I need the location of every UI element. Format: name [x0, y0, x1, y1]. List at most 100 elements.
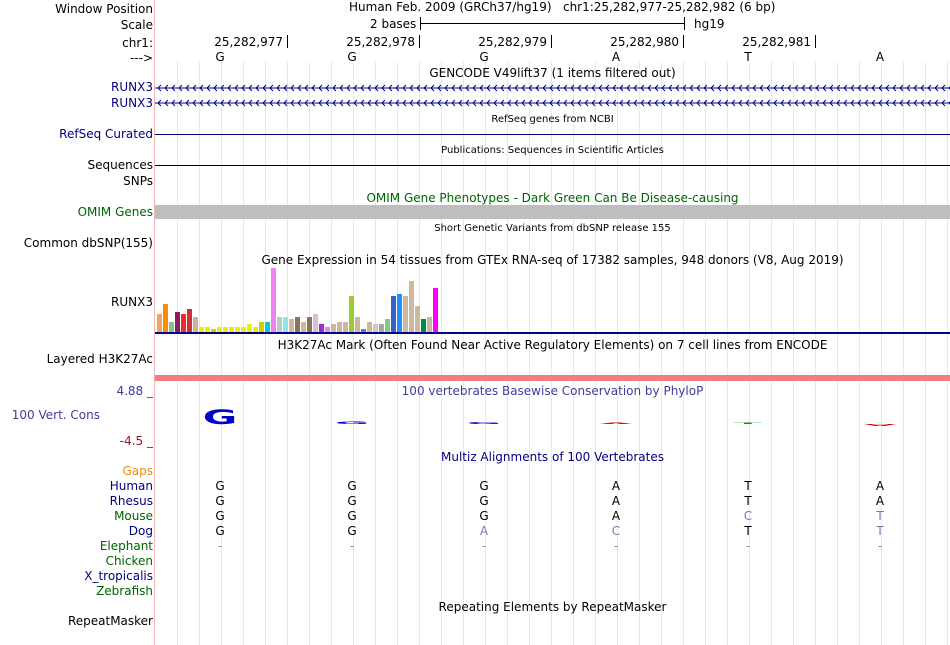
h3k27ac-track-title[interactable]: H3K27Ac Mark (Often Found Near Active Re… — [277, 338, 828, 352]
gtex-tissue-bar[interactable] — [391, 296, 396, 332]
species-label-mouse[interactable]: Mouse — [114, 509, 153, 523]
species-label-rhesus[interactable]: Rhesus — [109, 494, 153, 508]
gtex-tissue-bar[interactable] — [415, 306, 420, 332]
gencode-item-label-2[interactable]: RUNX3 — [111, 96, 153, 110]
gencode-track-title[interactable]: GENCODE V49lift37 (1 items filtered out) — [429, 66, 676, 80]
gtex-tissue-bar[interactable] — [361, 329, 366, 332]
gtex-tissue-bar[interactable] — [349, 296, 354, 332]
species-label-x_tropicalis[interactable]: X_tropicalis — [84, 569, 153, 583]
gtex-expression-chart[interactable] — [155, 268, 950, 334]
gtex-tissue-bar[interactable] — [247, 324, 252, 332]
gencode-item-label-1[interactable]: RUNX3 — [111, 80, 153, 94]
refseq-gene-line[interactable] — [155, 134, 950, 135]
alignment-base: - — [349, 539, 355, 553]
strand-chevron — [486, 99, 491, 107]
gtex-tissue-bar[interactable] — [181, 314, 186, 332]
strand-chevron — [500, 99, 505, 107]
position-text[interactable]: chr1:25,282,977-25,282,982 (6 bp) — [562, 0, 776, 14]
strand-chevron — [661, 84, 666, 92]
multiz-track-title[interactable]: Multiz Alignments of 100 Vertebrates — [440, 450, 665, 464]
gtex-tissue-bar[interactable] — [337, 322, 342, 332]
gtex-tissue-bar[interactable] — [277, 317, 282, 332]
gtex-tissue-bar[interactable] — [223, 327, 228, 332]
strand-chevron — [521, 99, 526, 107]
gtex-tissue-bar[interactable] — [367, 322, 372, 332]
gtex-tissue-bar[interactable] — [241, 327, 246, 332]
alignment-base: A — [875, 494, 885, 508]
phylop-label[interactable]: 100 Vert. Cons — [11, 408, 100, 422]
gtex-tissue-bar[interactable] — [373, 324, 378, 332]
gtex-tissue-bar[interactable] — [421, 319, 426, 332]
h3k27ac-signal[interactable] — [155, 375, 950, 381]
gtex-track-title[interactable]: Gene Expression in 54 tissues from GTEx … — [261, 253, 844, 267]
omim-label[interactable]: OMIM Genes — [77, 205, 153, 219]
dbsnp-track-title[interactable]: Short Genetic Variants from dbSNP releas… — [434, 223, 671, 234]
gtex-tissue-bar[interactable] — [271, 268, 276, 332]
gtex-tissue-bar[interactable] — [235, 327, 240, 332]
repeatmasker-label[interactable]: RepeatMasker — [67, 614, 153, 628]
gtex-tissue-bar[interactable] — [301, 322, 306, 332]
gtex-tissue-bar[interactable] — [211, 329, 216, 332]
publications-track-title[interactable]: Publications: Sequences in Scientific Ar… — [441, 145, 664, 156]
gtex-tissue-bar[interactable] — [265, 322, 270, 332]
gtex-tissue-bar[interactable] — [157, 314, 162, 332]
gtex-tissue-bar[interactable] — [325, 327, 330, 332]
gtex-tissue-bar[interactable] — [307, 317, 312, 332]
phylop-track-title[interactable]: 100 vertebrates Basewise Conservation by… — [401, 384, 704, 398]
publications-line[interactable] — [155, 165, 950, 166]
gridline — [507, 62, 508, 645]
species-label-chicken[interactable]: Chicken — [105, 554, 153, 568]
omim-track-title[interactable]: OMIM Gene Phenotypes - Dark Green Can Be… — [366, 191, 739, 205]
gtex-tissue-bar[interactable] — [433, 288, 438, 332]
refseq-track-title[interactable]: RefSeq genes from NCBI — [491, 114, 614, 125]
strand-chevron — [906, 84, 911, 92]
gtex-tissue-bar[interactable] — [319, 324, 324, 332]
species-label-elephant[interactable]: Elephant — [99, 539, 153, 553]
gtex-tissue-bar[interactable] — [343, 322, 348, 332]
gtex-tissue-bar[interactable] — [283, 317, 288, 332]
gtex-tissue-bar[interactable] — [229, 327, 234, 332]
gtex-tissue-bar[interactable] — [313, 314, 318, 332]
ruler-coordinate: 25,282,980 — [610, 35, 679, 49]
gtex-tissue-bar[interactable] — [163, 304, 168, 332]
gtex-tissue-bar[interactable] — [289, 319, 294, 332]
refseq-label[interactable]: RefSeq Curated — [59, 127, 153, 141]
gencode-transcripts[interactable] — [155, 80, 950, 110]
gtex-tissue-bar[interactable] — [397, 294, 402, 332]
gtex-tissue-bar[interactable] — [379, 324, 384, 332]
gtex-tissue-bar[interactable] — [253, 327, 258, 332]
strand-chevron — [857, 99, 862, 107]
species-label-dog[interactable]: Dog — [128, 524, 153, 538]
gtex-tissue-bar[interactable] — [385, 319, 390, 332]
gtex-tissue-bar[interactable] — [169, 322, 174, 332]
species-label-zebrafish[interactable]: Zebrafish — [96, 584, 153, 598]
phylop-min-label: -4.5 _ — [119, 434, 153, 448]
gtex-tissue-bar[interactable] — [331, 324, 336, 332]
snps-label[interactable]: SNPs — [123, 174, 153, 188]
gtex-tissue-bar[interactable] — [409, 281, 414, 332]
gtex-tissue-bar[interactable] — [259, 322, 264, 332]
gtex-tissue-bar[interactable] — [187, 309, 192, 332]
gtex-tissue-bar[interactable] — [205, 327, 210, 332]
gtex-tissue-bar[interactable] — [403, 296, 408, 332]
gtex-tissue-bar[interactable] — [295, 317, 300, 332]
strand-chevron — [479, 84, 484, 92]
h3k27ac-label[interactable]: Layered H3K27Ac — [46, 352, 153, 366]
strand-chevron — [549, 84, 554, 92]
strand-chevron — [500, 84, 505, 92]
gtex-tissue-bar[interactable] — [427, 317, 432, 332]
dbsnp-label[interactable]: Common dbSNP(155) — [23, 236, 153, 250]
strand-chevron — [395, 84, 400, 92]
gtex-gene-label[interactable]: RUNX3 — [111, 295, 153, 309]
repeatmasker-track-title[interactable]: Repeating Elements by RepeatMasker — [438, 600, 667, 614]
gtex-tissue-bar[interactable] — [175, 312, 180, 332]
gtex-tissue-bar[interactable] — [355, 317, 360, 332]
species-label-human[interactable]: Human — [109, 479, 153, 493]
gtex-tissue-bar[interactable] — [193, 317, 198, 332]
omim-gene-bar[interactable] — [155, 205, 950, 219]
gtex-tissue-bar[interactable] — [199, 327, 204, 332]
gtex-tissue-bar[interactable] — [217, 327, 222, 332]
strand-chevron — [878, 84, 883, 92]
sequences-label[interactable]: Sequences — [87, 158, 153, 172]
